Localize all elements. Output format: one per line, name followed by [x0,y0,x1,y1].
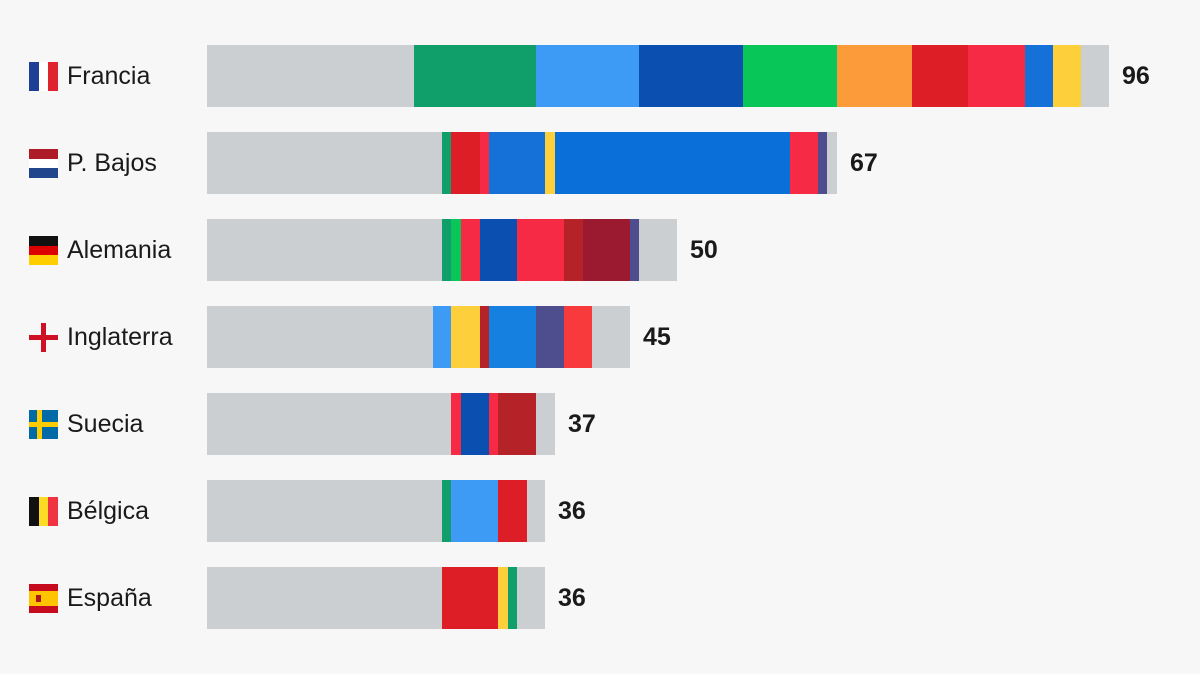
category-label: Alemania [67,236,172,264]
bar-segment [451,132,480,194]
bar-segment [498,480,527,542]
germany-flag-icon [29,236,58,265]
bar-segment [498,393,536,455]
bar-segment [592,306,630,368]
sweden-flag-icon [29,410,58,439]
total-value-label: 37 [568,410,596,438]
bar-segment [480,219,517,281]
bar-segment [837,45,912,107]
bar-segment [743,45,837,107]
bar-segment [555,132,790,194]
stacked-bar [207,132,837,194]
belgium-flag-icon [29,497,58,526]
bar-segment [414,45,536,107]
category-label: Inglaterra [67,323,173,351]
bar-segment [912,45,968,107]
stacked-bar [207,480,545,542]
bar-row: Inglaterra 45 [0,306,1200,368]
spain-flag-icon [29,584,58,613]
bar-segment [527,480,545,542]
bar-segment [207,45,414,107]
bar-segment [583,219,630,281]
category-label: España [67,584,152,612]
category-label: Bélgica [67,497,149,525]
bar-segment [207,132,442,194]
bar-segment [639,45,743,107]
bar-row: Bélgica 36 [0,480,1200,542]
bar-segment [508,567,517,629]
bar-segment [442,132,451,194]
bar-row: España 36 [0,567,1200,629]
bar-segment [1081,45,1109,107]
bar-segment [433,306,451,368]
category-label: P. Bajos [67,149,157,177]
bar-segment [536,306,564,368]
total-value-label: 36 [558,497,586,525]
bar-segment [1025,45,1053,107]
netherlands-flag-icon [29,149,58,178]
bar-segment [630,219,639,281]
category-label: Francia [67,62,151,90]
bar-segment [564,306,592,368]
bar-segment [489,306,536,368]
bar-segment [207,306,433,368]
stacked-bar [207,219,677,281]
total-value-label: 50 [690,236,718,264]
bar-segment [480,132,489,194]
bar-segment [536,393,555,455]
bar-row: Francia 96 [0,45,1200,107]
stacked-bar [207,45,1109,107]
bar-segment [461,393,489,455]
stacked-bar [207,567,545,629]
england-flag-icon [29,323,58,352]
bar-segment [207,480,442,542]
bar-segment [461,219,480,281]
bar-segment [489,393,498,455]
bar-segment [207,567,442,629]
bar-segment [207,219,442,281]
bar-segment [639,219,677,281]
bar-segment [451,393,461,455]
bar-segment [451,480,498,542]
bar-segment [517,219,564,281]
bar-segment [564,219,583,281]
bar-segment [790,132,818,194]
bar-segment [818,132,827,194]
bar-row: Alemania 50 [0,219,1200,281]
bar-segment [517,567,545,629]
bar-segment [489,132,545,194]
bar-segment [451,306,480,368]
bar-segment [827,132,837,194]
total-value-label: 45 [643,323,671,351]
bar-segment [451,219,461,281]
bar-row: P. Bajos 67 [0,132,1200,194]
bar-segment [968,45,1025,107]
total-value-label: 67 [850,149,878,177]
total-value-label: 96 [1122,62,1150,90]
bar-row: Suecia 37 [0,393,1200,455]
bar-segment [442,219,451,281]
bar-segment [1053,45,1081,107]
stacked-bar [207,306,630,368]
bar-segment [480,306,489,368]
category-label: Suecia [67,410,144,438]
total-value-label: 36 [558,584,586,612]
bar-segment [207,393,451,455]
bar-segment [545,132,555,194]
stacked-bar [207,393,555,455]
france-flag-icon [29,62,58,91]
bar-segment [498,567,508,629]
bar-segment [442,567,498,629]
bar-segment [442,480,451,542]
bar-segment [536,45,639,107]
